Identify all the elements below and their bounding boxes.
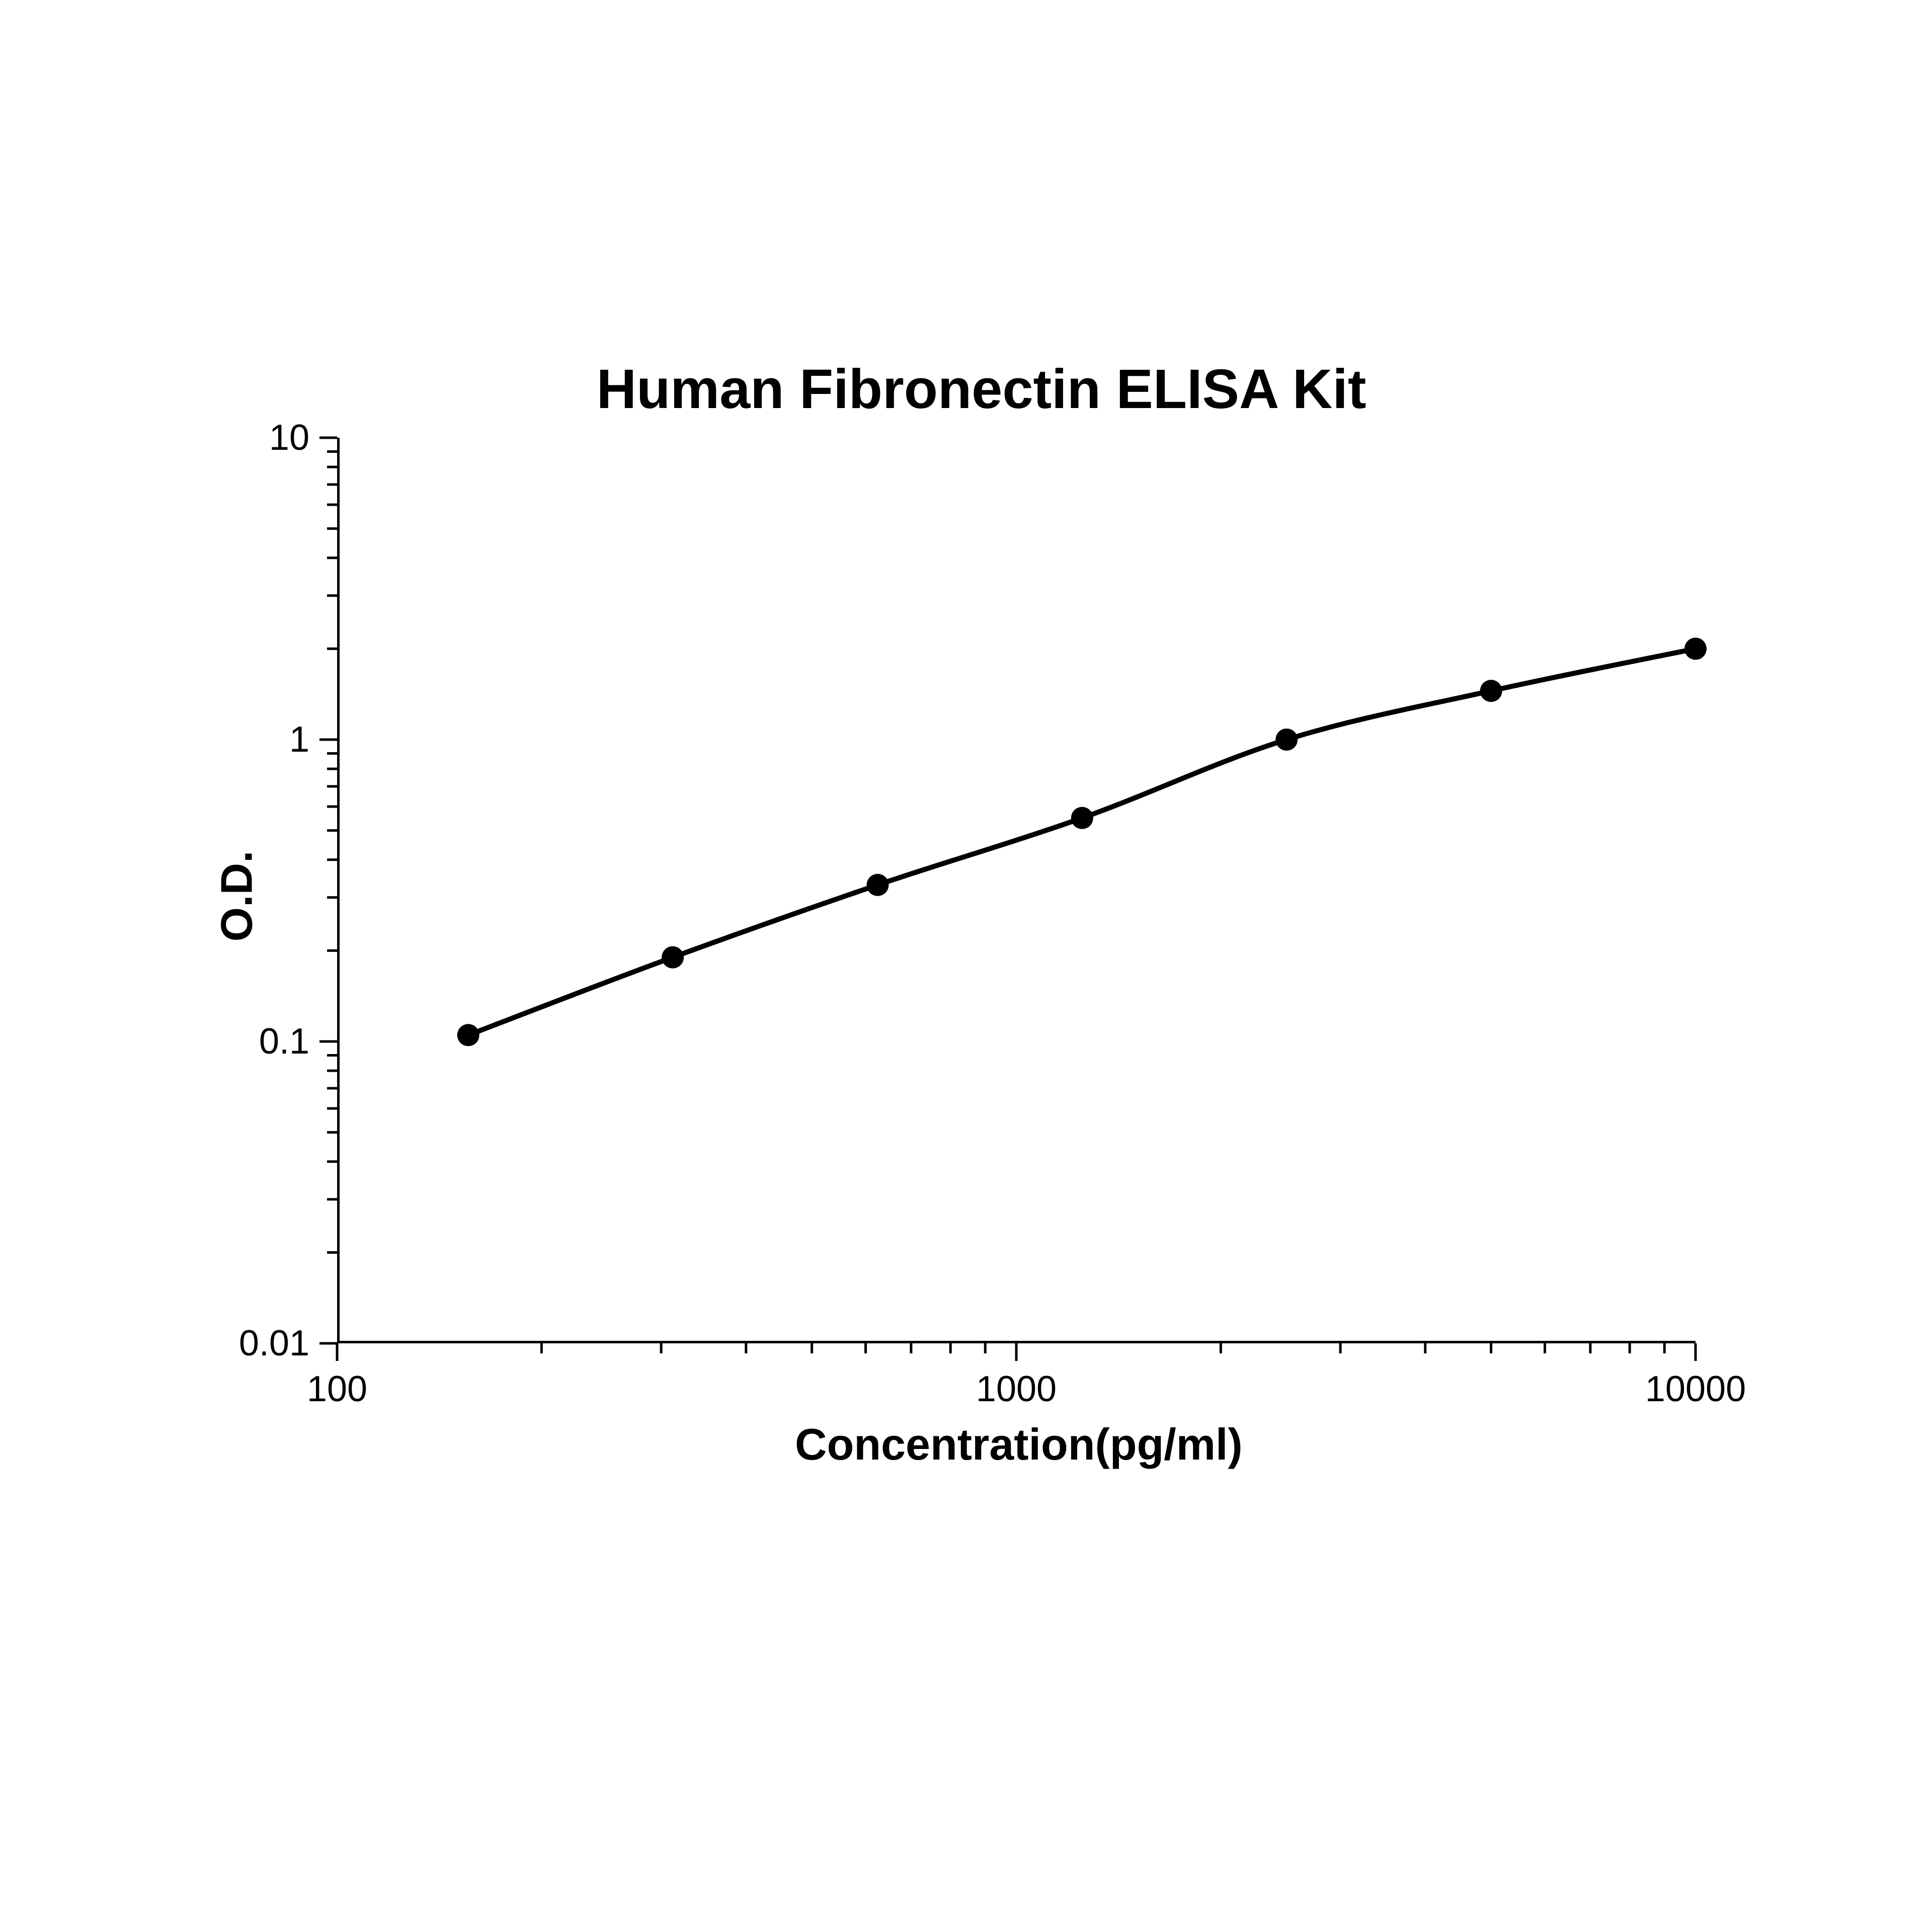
y-tick-label: 10 [234, 417, 309, 458]
data-curve [468, 649, 1696, 1035]
y-axis-label: O.D. [211, 851, 262, 942]
x-tick-label: 100 [307, 1369, 367, 1410]
data-point-marker [866, 874, 889, 896]
data-point-marker [1071, 807, 1093, 829]
y-tick-label: 1 [234, 719, 309, 760]
chart-title: Human Fibronectin ELISA Kit [597, 357, 1366, 421]
chart-svg [337, 438, 1696, 1343]
data-point-marker [1480, 680, 1502, 702]
data-point-marker [457, 1024, 479, 1046]
y-tick-label: 0.01 [234, 1323, 309, 1364]
y-tick-label: 0.1 [234, 1021, 309, 1062]
x-tick-label: 10000 [1645, 1369, 1746, 1410]
x-tick-label: 1000 [976, 1369, 1057, 1410]
x-axis-label: Concentration(pg/ml) [795, 1419, 1243, 1470]
chart-container: Human Fibronectin ELISA Kit O.D. Concent… [161, 337, 1771, 1595]
data-point-marker [662, 946, 684, 969]
data-point-marker [1684, 637, 1707, 660]
data-point-marker [1275, 729, 1298, 751]
